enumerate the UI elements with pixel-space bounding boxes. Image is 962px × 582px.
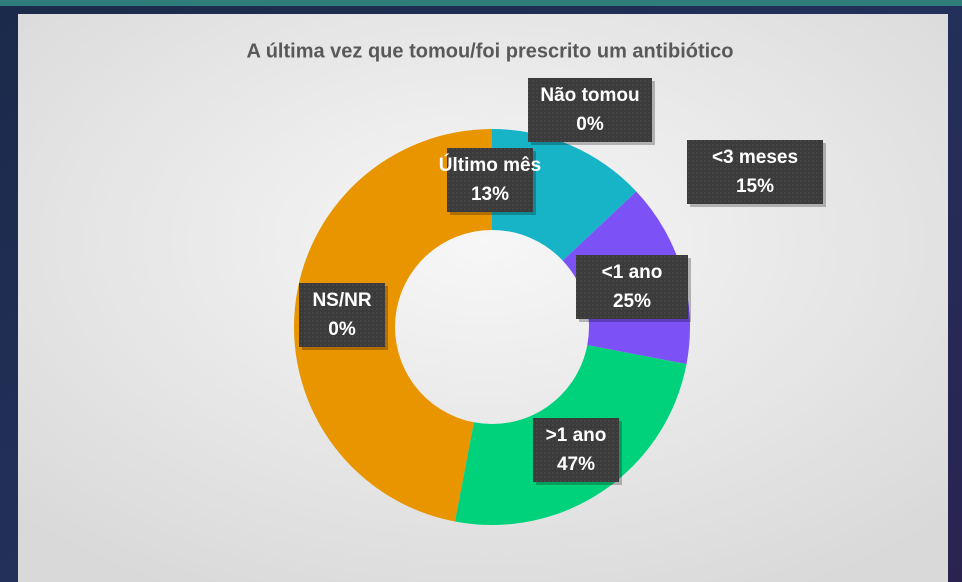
label-value: 25% — [613, 291, 651, 312]
label-category: Último mês — [439, 154, 541, 176]
label-value: 47% — [557, 454, 595, 475]
label-category: NS/NR — [312, 290, 371, 311]
label-category: >1 ano — [546, 425, 607, 446]
chart-title: A última vez que tomou/foi prescrito um … — [246, 40, 733, 62]
label-value: 0% — [576, 114, 604, 135]
label-category: <1 ano — [602, 262, 663, 283]
label-value: 15% — [736, 176, 774, 197]
label-box — [687, 140, 823, 204]
label-category: <3 meses — [712, 147, 798, 168]
donut-slice — [293, 129, 492, 522]
label-value: 0% — [328, 319, 356, 340]
label-box — [528, 78, 652, 142]
label-box — [447, 148, 533, 212]
label-box — [299, 283, 385, 347]
label-box — [533, 418, 619, 482]
label-box — [576, 255, 688, 319]
label-category: Não tomou — [540, 85, 639, 106]
label-value: 13% — [471, 184, 509, 205]
top-stripe — [0, 0, 962, 6]
